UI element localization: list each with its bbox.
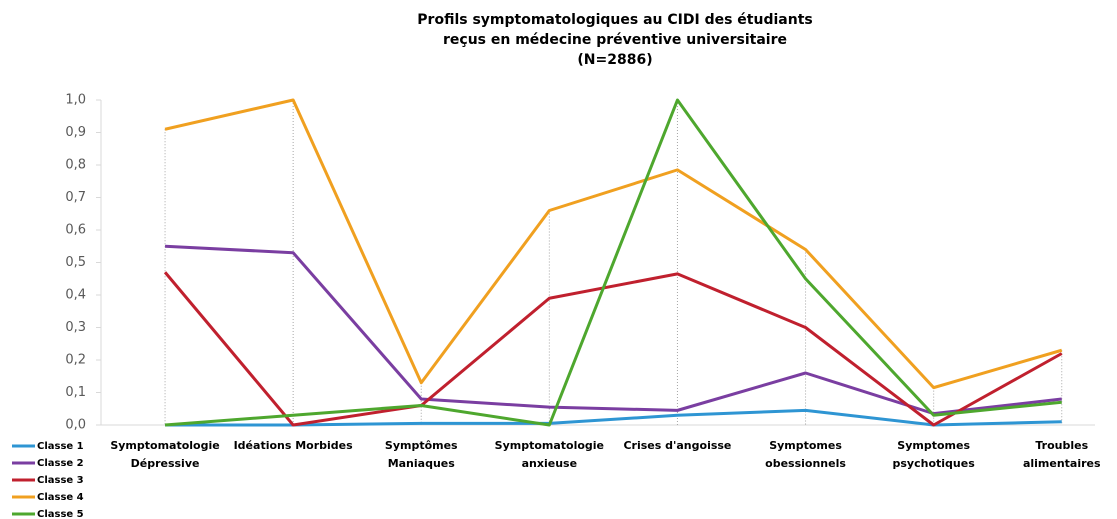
series-line xyxy=(164,98,1063,390)
legend-label: Classe 1 xyxy=(37,441,84,452)
series-line xyxy=(165,408,1062,427)
x-tick-label: alimentaires xyxy=(1023,457,1101,470)
y-tick-label: 0,0 xyxy=(65,418,86,433)
legend-label: Classe 5 xyxy=(37,509,84,519)
y-tick-label: 0,4 xyxy=(65,288,86,303)
x-tick-label: Dépressive xyxy=(131,457,200,470)
chart-title: Profils symptomatologiques au CIDI des é… xyxy=(417,12,812,28)
y-tick-label: 1,0 xyxy=(65,93,86,108)
x-tick-label: Symptomes xyxy=(897,439,970,452)
x-tick-label: Symptomatologie xyxy=(110,439,219,452)
x-tick-label: obessionnels xyxy=(765,457,846,470)
legend-label: Classe 3 xyxy=(37,475,84,486)
series-line xyxy=(164,244,1062,416)
x-tick-label: anxieuse xyxy=(522,457,577,470)
y-tick-label: 0,8 xyxy=(65,158,86,173)
y-tick-label: 0,3 xyxy=(65,320,86,335)
y-tick-label: 0,7 xyxy=(65,190,86,205)
y-tick-label: 0,2 xyxy=(65,353,86,368)
y-tick-label: 0,6 xyxy=(65,223,86,238)
x-tick-label: Symptomes xyxy=(769,439,842,452)
chart-title: (N=2886) xyxy=(577,52,652,68)
x-tick-label: Maniaques xyxy=(388,457,456,470)
chart-title: reçus en médecine préventive universitai… xyxy=(443,32,787,48)
x-tick-label: Symptomatologie xyxy=(495,439,604,452)
legend-label: Classe 2 xyxy=(37,458,84,469)
series-line xyxy=(164,98,1062,427)
x-tick-label: psychotiques xyxy=(893,457,976,470)
series-line xyxy=(163,271,1063,427)
y-tick-label: 0,1 xyxy=(65,385,86,400)
x-tick-label: Symptômes xyxy=(385,439,458,452)
y-tick-label: 0,9 xyxy=(65,125,86,140)
legend-label: Classe 4 xyxy=(37,492,84,503)
x-tick-label: Troubles xyxy=(1035,439,1088,452)
x-tick-label: Crises d'angoisse xyxy=(623,439,731,452)
x-tick-label: Idéations Morbides xyxy=(234,439,354,452)
y-tick-label: 0,5 xyxy=(65,255,86,270)
